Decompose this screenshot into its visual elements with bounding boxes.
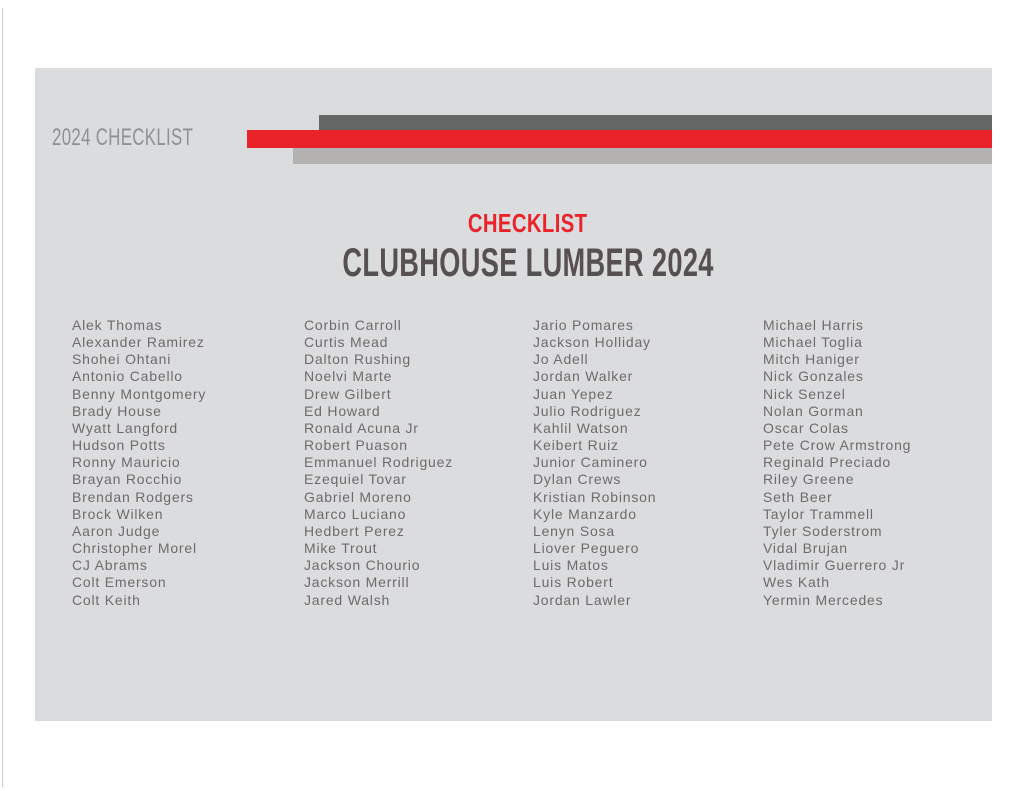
corner-label: 2024 CHECKLIST (52, 124, 194, 151)
name-item: Taylor Trammell (763, 505, 874, 522)
page-title: CLUBHOUSE LUMBER 2024 (342, 241, 714, 285)
name-item: Marco Luciano (304, 505, 407, 522)
name-item: Robert Puason (304, 437, 408, 454)
name-item: Alek Thomas (72, 317, 163, 333)
name-item: Alexander Ramirez (72, 334, 205, 351)
name-item: Ed Howard (304, 402, 381, 419)
name-item: Yermin Mercedes (763, 591, 884, 608)
checklist-eyebrow: CHECKLIST (468, 208, 588, 238)
name-item: Reginald Preciado (763, 454, 892, 471)
names-column-1: Alek Thomas Alexander Ramirez Shohei Ohtan… (72, 317, 302, 609)
name-item: Colt Emerson (72, 574, 167, 591)
name-item: Junior Caminero (533, 454, 648, 471)
name-item: Colt Keith (72, 591, 141, 608)
name-item: Jackson Chourio (304, 557, 421, 574)
name-item: Brayan Rocchio (72, 471, 183, 488)
name-item: Antonio Cabello (72, 368, 183, 385)
name-item: Nick Gonzales (763, 368, 864, 385)
name-item: Shohei Ohtani (72, 351, 172, 368)
name-item: Noelvi Marte (304, 368, 393, 385)
name-item: Seth Beer (763, 488, 833, 505)
name-item: Nolan Gorman (763, 402, 864, 419)
name-item: Aaron Judge (72, 522, 161, 539)
names-column-4: Michael Harris Michael Toglia Mitch Hanige… (763, 317, 993, 609)
name-item: Benny Montgomery (72, 385, 207, 402)
name-item: Wyatt Langford (72, 419, 179, 436)
name-item: Hedbert Perez (304, 522, 405, 539)
name-item: Jared Walsh (304, 591, 391, 608)
name-item: Wes Kath (763, 574, 830, 591)
name-item: Kahlil Watson (533, 419, 629, 436)
name-item: Mitch Haniger (763, 351, 860, 368)
name-item: Julio Rodriguez (533, 402, 642, 419)
name-item: Brock Wilken (72, 505, 164, 522)
name-item: Jackson Holliday (533, 334, 651, 351)
name-item: Keibert Ruiz (533, 437, 619, 454)
name-item: Michael Harris (763, 317, 864, 333)
name-item: Luis Robert (533, 574, 614, 591)
name-item: Corbin Carroll (304, 317, 402, 333)
name-item: Dylan Crews (533, 471, 622, 488)
decorative-bar-dark (319, 115, 992, 130)
name-item: Gabriel Moreno (304, 488, 412, 505)
name-item: Liover Peguero (533, 540, 640, 557)
name-item: Riley Greene (763, 471, 855, 488)
names-column-2: Corbin Carroll Curtis Mead Dalton Rushing N… (304, 317, 534, 609)
name-item: Pete Crow Armstrong (763, 437, 912, 454)
name-item: Kyle Manzardo (533, 505, 637, 522)
name-item: Tyler Soderstrom (763, 522, 883, 539)
names-column-3: Jario Pomares Jackson Holliday Jo Adell Jor… (533, 317, 763, 609)
name-item: CJ Abrams (72, 557, 148, 574)
name-item: Lenyn Sosa (533, 522, 615, 539)
title-row: CLUBHOUSE LUMBER 2024 (32, 243, 1024, 283)
name-item: Luis Matos (533, 557, 609, 574)
content-panel (35, 68, 992, 721)
name-item: Brendan Rodgers (72, 488, 194, 505)
name-item: Jordan Lawler (533, 591, 632, 608)
name-item: Jackson Merrill (304, 574, 410, 591)
eyebrow-row: CHECKLIST (32, 210, 1024, 237)
name-item: Brady House (72, 402, 162, 419)
name-item: Emmanuel Rodriguez (304, 454, 454, 471)
name-item: Drew Gilbert (304, 385, 392, 402)
decorative-bar-red (247, 130, 992, 148)
name-item: Michael Toglia (763, 334, 863, 351)
name-item: Hudson Potts (72, 437, 166, 454)
name-item: Dalton Rushing (304, 351, 411, 368)
name-item: Kristian Robinson (533, 488, 657, 505)
name-item: Vidal Brujan (763, 540, 848, 557)
name-item: Ronny Mauricio (72, 454, 181, 471)
name-item: Nick Senzel (763, 385, 846, 402)
name-item: Ezequiel Tovar (304, 471, 407, 488)
page-edge-line (2, 8, 3, 787)
name-item: Mike Trout (304, 540, 378, 557)
name-item: Juan Yepez (533, 385, 614, 402)
name-item: Ronald Acuna Jr (304, 419, 419, 436)
name-item: Oscar Colas (763, 419, 849, 436)
decorative-bar-light (293, 148, 992, 164)
name-item: Vladimir Guerrero Jr (763, 557, 906, 574)
name-item: Jo Adell (533, 351, 589, 368)
name-item: Jario Pomares (533, 317, 634, 333)
name-item: Christopher Morel (72, 540, 197, 557)
name-item: Curtis Mead (304, 334, 389, 351)
name-item: Jordan Walker (533, 368, 634, 385)
